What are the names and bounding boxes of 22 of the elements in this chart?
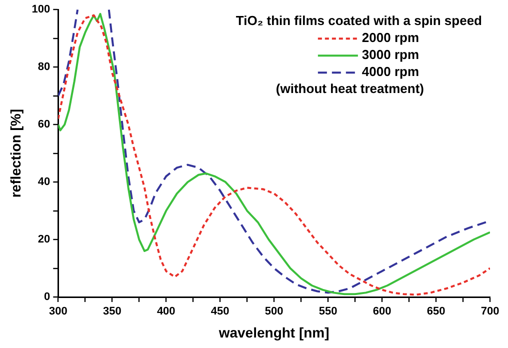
x-tick-label: 350 bbox=[102, 306, 122, 318]
legend-label: 3000 rpm bbox=[362, 47, 420, 62]
x-tick-label: 500 bbox=[264, 306, 284, 318]
x-axis-title: wavelenght [nm] bbox=[218, 324, 330, 340]
y-tick-label: 80 bbox=[38, 61, 50, 74]
y-tick-label: 40 bbox=[38, 176, 50, 188]
legend-label: 2000 rpm bbox=[362, 30, 420, 46]
x-tick-label: 650 bbox=[426, 306, 446, 318]
y-tick-label: 20 bbox=[38, 234, 50, 246]
x-tick-label: 300 bbox=[48, 306, 68, 318]
y-tick-label: 60 bbox=[38, 118, 50, 131]
x-tick-label: 550 bbox=[318, 306, 338, 318]
legend-title: TiO₂ thin films coated with a spin speed bbox=[236, 13, 482, 28]
annotation: (without heat treatment) bbox=[276, 81, 424, 96]
x-tick-label: 400 bbox=[156, 306, 176, 318]
x-tick-label: 600 bbox=[372, 306, 392, 318]
x-tick-label: 450 bbox=[210, 306, 230, 318]
x-tick-label: 700 bbox=[480, 306, 500, 318]
y-tick-label: 0 bbox=[44, 291, 50, 304]
legend-label: 4000 rpm bbox=[362, 64, 420, 80]
y-tick-label: 100 bbox=[32, 4, 50, 16]
y-axis-title: reflection [%] bbox=[7, 108, 24, 198]
